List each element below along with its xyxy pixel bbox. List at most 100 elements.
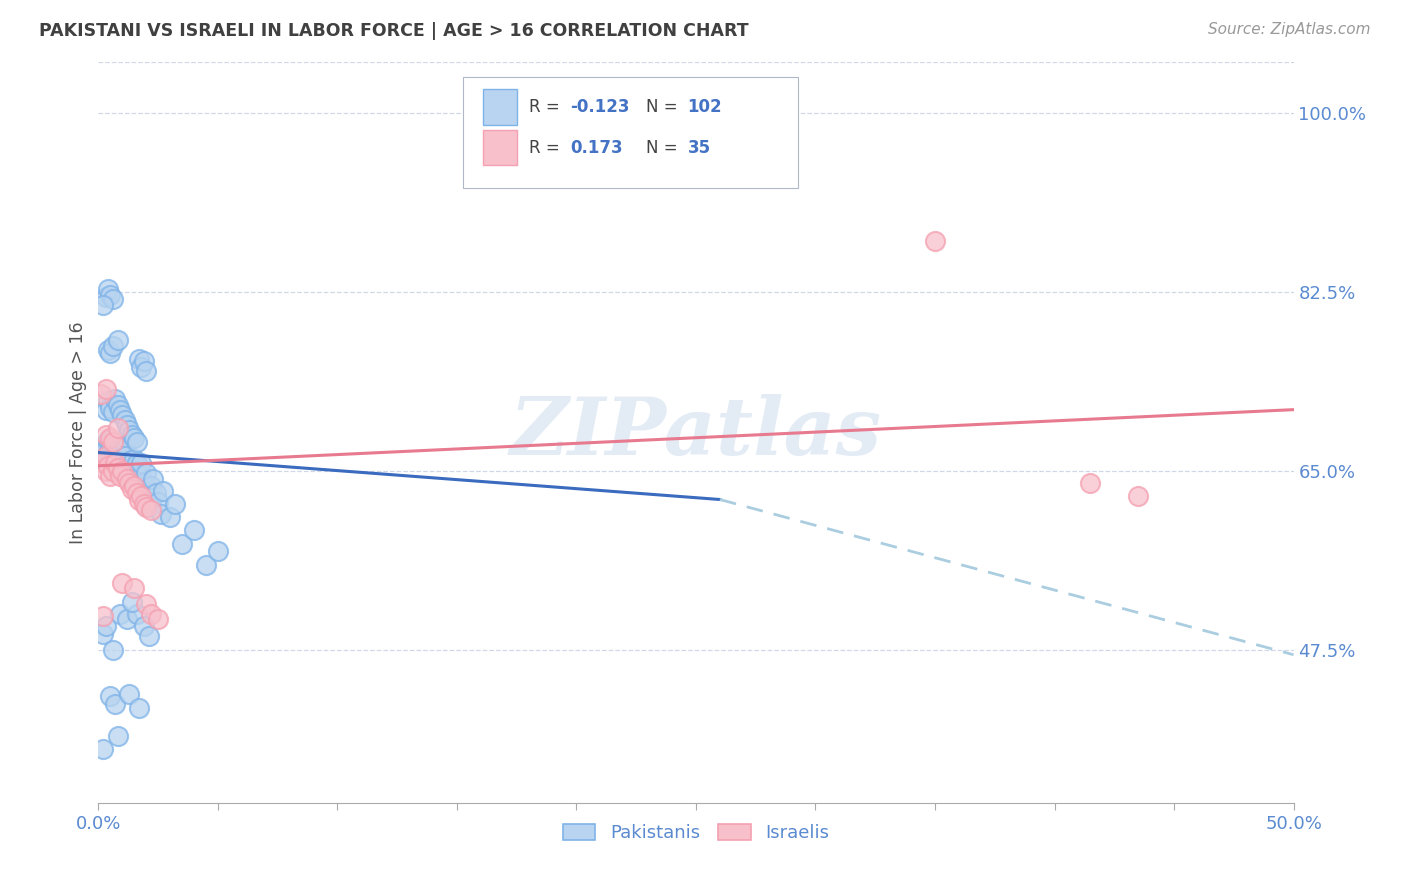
- Text: PAKISTANI VS ISRAELI IN LABOR FORCE | AGE > 16 CORRELATION CHART: PAKISTANI VS ISRAELI IN LABOR FORCE | AG…: [39, 22, 749, 40]
- Text: 102: 102: [688, 98, 723, 116]
- Point: [115, 417, 138, 432]
- Point: [97, 451, 120, 466]
- Point: [1128, 490, 1150, 504]
- Point: [104, 443, 127, 458]
- Point: [107, 421, 129, 435]
- Point: [101, 435, 124, 450]
- Point: [163, 497, 186, 511]
- Point: [924, 234, 946, 248]
- Point: [98, 431, 122, 445]
- Point: [91, 445, 114, 459]
- Point: [131, 490, 153, 504]
- Point: [94, 449, 117, 463]
- Point: [195, 558, 218, 572]
- Point: [98, 450, 122, 465]
- Point: [114, 438, 136, 452]
- Point: [101, 405, 124, 419]
- Point: [91, 298, 114, 312]
- Point: [94, 442, 117, 456]
- Point: [139, 502, 162, 516]
- FancyBboxPatch shape: [463, 78, 797, 188]
- Point: [101, 642, 124, 657]
- Point: [111, 442, 134, 456]
- Point: [132, 619, 155, 633]
- Point: [101, 464, 124, 478]
- Point: [91, 608, 114, 623]
- Point: [91, 456, 114, 470]
- Point: [104, 456, 127, 470]
- Point: [94, 453, 117, 467]
- Point: [183, 523, 205, 537]
- Point: [138, 629, 160, 643]
- Point: [101, 293, 124, 307]
- Point: [148, 494, 170, 508]
- Point: [135, 364, 157, 378]
- Point: [90, 449, 112, 463]
- Point: [159, 509, 181, 524]
- Point: [104, 456, 127, 470]
- Point: [118, 687, 141, 701]
- Point: [118, 453, 141, 467]
- Point: [128, 484, 150, 499]
- Point: [114, 413, 136, 427]
- Point: [124, 451, 146, 466]
- Text: R =: R =: [529, 98, 565, 116]
- Text: Source: ZipAtlas.com: Source: ZipAtlas.com: [1208, 22, 1371, 37]
- Point: [98, 346, 122, 360]
- Text: 35: 35: [688, 138, 710, 157]
- Point: [135, 466, 157, 480]
- Point: [91, 741, 114, 756]
- Point: [98, 401, 122, 415]
- Point: [131, 456, 153, 470]
- Text: N =: N =: [645, 98, 683, 116]
- Point: [98, 689, 122, 703]
- Point: [207, 543, 229, 558]
- Point: [139, 494, 162, 508]
- Point: [128, 701, 150, 715]
- Point: [131, 359, 153, 374]
- Point: [121, 474, 143, 488]
- Point: [107, 730, 129, 744]
- Point: [107, 449, 129, 463]
- Point: [124, 464, 146, 478]
- Point: [101, 449, 124, 463]
- Point: [94, 382, 117, 396]
- Point: [107, 443, 129, 458]
- Point: [111, 408, 134, 422]
- FancyBboxPatch shape: [484, 130, 517, 165]
- Text: -0.123: -0.123: [571, 98, 630, 116]
- Point: [115, 456, 138, 470]
- Point: [108, 607, 131, 621]
- Point: [135, 490, 157, 504]
- Point: [108, 469, 131, 483]
- Point: [132, 476, 155, 491]
- Point: [101, 339, 124, 353]
- Point: [135, 597, 157, 611]
- Point: [172, 537, 194, 551]
- Point: [90, 387, 112, 401]
- Point: [101, 442, 124, 456]
- Point: [128, 351, 150, 366]
- Point: [118, 476, 141, 491]
- Text: N =: N =: [645, 138, 688, 157]
- Text: ZIPatlas: ZIPatlas: [510, 394, 882, 471]
- Point: [124, 582, 146, 596]
- Point: [111, 576, 134, 591]
- Point: [139, 479, 162, 493]
- Point: [125, 486, 148, 500]
- Point: [152, 484, 174, 499]
- Point: [101, 456, 124, 470]
- Point: [135, 500, 157, 514]
- Point: [125, 607, 148, 621]
- Point: [98, 288, 122, 302]
- Point: [94, 443, 117, 458]
- Point: [121, 483, 143, 497]
- Point: [118, 462, 141, 476]
- Point: [139, 607, 162, 621]
- Point: [115, 464, 138, 478]
- Point: [138, 500, 160, 514]
- Point: [107, 333, 129, 347]
- Point: [108, 451, 131, 466]
- Text: R =: R =: [529, 138, 569, 157]
- Point: [98, 469, 122, 483]
